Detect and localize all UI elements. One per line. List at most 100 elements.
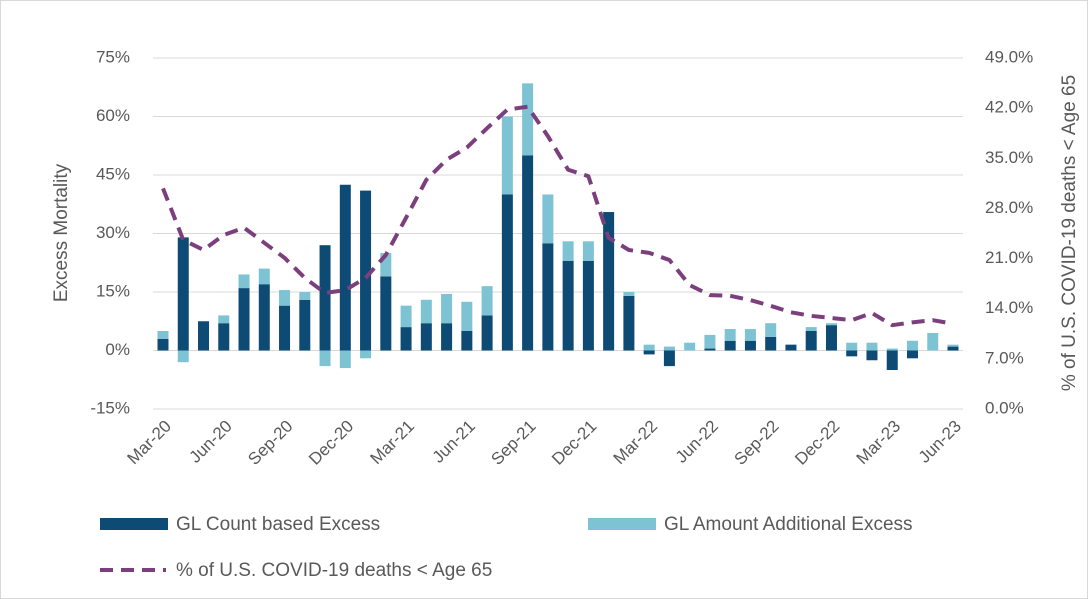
bar [299,299,311,351]
bar [704,348,716,351]
bar [339,350,351,369]
bar [380,276,392,351]
y2-tick-label: 14.0% [985,298,1033,317]
bar [744,340,756,351]
bar [846,342,858,351]
bar [846,350,858,357]
y2-tick-label: 21.0% [985,248,1033,267]
bar [825,325,837,351]
bar [866,342,878,351]
bar [643,344,655,351]
bar [481,315,493,351]
bar [522,83,534,156]
bar [724,340,736,351]
y2-tick-label: 42.0% [985,98,1033,117]
bar [441,323,453,351]
bar [927,332,939,351]
bar [481,286,493,316]
bar [805,327,817,331]
bar [501,194,513,351]
bar [177,350,189,363]
bar [623,295,635,351]
bar [886,348,898,351]
bar [663,350,675,367]
bar [157,331,169,339]
bar [400,305,412,328]
bar [279,305,291,351]
bar [582,260,594,351]
bar [218,315,230,324]
bar [299,292,311,300]
bar [765,336,777,351]
bar [765,323,777,337]
bar [785,344,797,351]
bar [400,327,412,351]
bar [177,237,189,351]
y2-tick-label: 7.0% [985,348,1024,367]
bar [420,299,432,324]
legend-label: GL Count based Excess [176,514,380,535]
bar [380,253,392,277]
y-tick-label: 15% [96,281,130,300]
y-tick-label: -15% [90,398,130,417]
bar [542,243,554,351]
bar [825,323,837,326]
bar [238,274,250,289]
y2-tick-label: 0.0% [985,398,1024,417]
bar [157,338,169,351]
bar [582,241,594,261]
bar [603,212,615,351]
bar [501,116,513,195]
y-tick-label: 60% [96,106,130,125]
bar [947,346,959,351]
legend-label: GL Amount Additional Excess [664,514,913,535]
bar [542,194,554,244]
bar [562,260,574,351]
bar [744,329,756,341]
bar [522,155,534,351]
bar [461,301,473,331]
bar [866,350,878,361]
legend-swatch [588,518,656,530]
y2-tick-label: 28.0% [985,198,1033,217]
y-tick-label: 0% [105,340,130,359]
bar [704,334,716,349]
y2-tick-label: 49.0% [985,47,1033,66]
bar [420,323,432,351]
y-axis-title: Excess Mortality [51,163,72,302]
y2-tick-label: 35.0% [985,148,1033,167]
bar [906,350,918,359]
bar [339,184,351,351]
bar [562,241,574,261]
bar [886,350,898,370]
y-tick-label: 30% [96,223,130,242]
bar [238,288,250,351]
bar [279,290,291,306]
bar [360,350,372,359]
bar [643,350,655,355]
bar [198,321,210,351]
bar [461,331,473,351]
bar [805,331,817,351]
bar [623,292,635,296]
bar [258,268,270,285]
y-tick-label: 75% [96,47,130,66]
y-tick-label: 45% [96,164,130,183]
bar [360,190,372,351]
legend-label: % of U.S. COVID-19 deaths < Age 65 [176,560,492,581]
bar [724,329,736,341]
bar [258,284,270,351]
y2-axis-title: % of U.S. COVID-19 deaths < Age 65 [1059,75,1080,391]
line [161,104,954,328]
bar [947,344,959,347]
bar [906,340,918,351]
bar [441,293,453,324]
legend-swatch [100,518,168,530]
bar [319,245,331,351]
bar [218,323,230,351]
bar [684,342,696,351]
bar [663,346,675,351]
bar [319,350,331,367]
